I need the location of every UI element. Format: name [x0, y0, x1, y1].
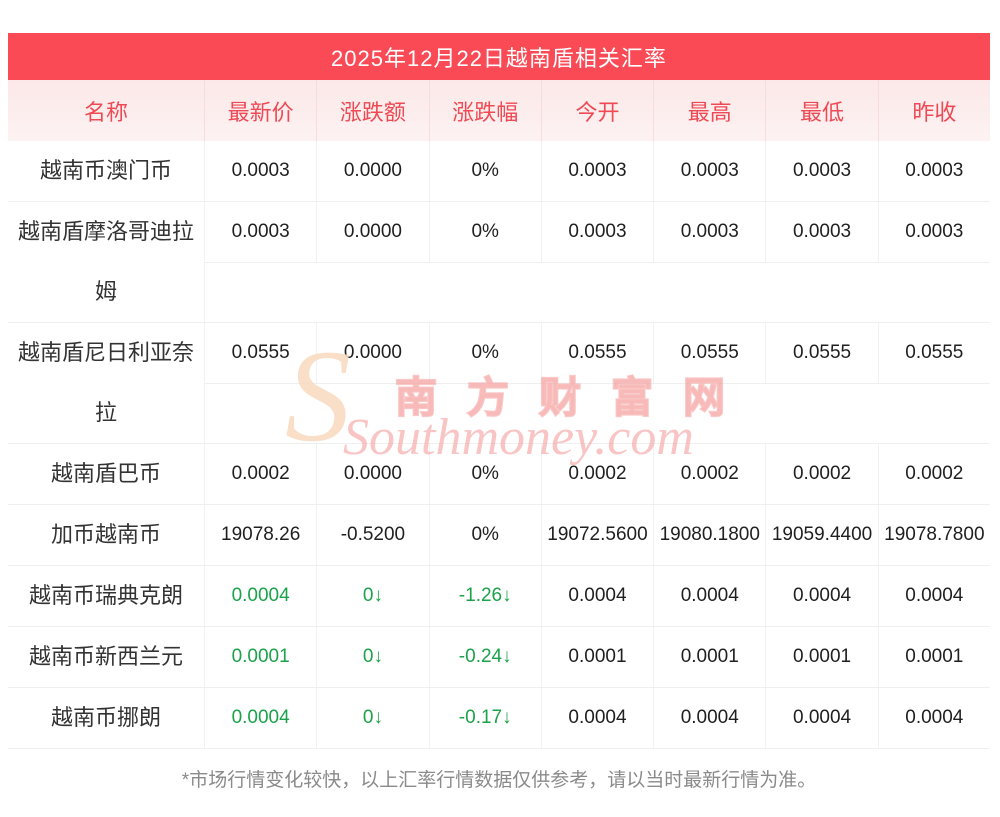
column-header: 最新价 — [205, 80, 318, 141]
value-cell: 0.0003 — [654, 202, 767, 262]
value-cell: -0.24↓ — [430, 627, 542, 687]
currency-pair-name: 越南盾尼日利亚奈拉 — [8, 323, 205, 443]
value-cell: 0% — [430, 202, 542, 262]
value-cell: 0.0003 — [905, 160, 964, 181]
table-header-row: 名称 最新价 涨跌额 涨跌幅 今开 最高 最低 昨收 — [8, 80, 990, 141]
title-bar: 2025年12月22日越南盾相关汇率 — [8, 33, 990, 80]
table-row: 加币越南币 19078.26 -0.5200 0% 19072.5600 19080.18… — [8, 505, 990, 566]
currency-pair-name: 越南盾巴币 — [8, 444, 205, 504]
table-row: 越南币新西兰元 0.0001 0↓ -0.24↓ 0.0001 0.0001 0.0001 0… — [8, 627, 990, 688]
column-header: 最低 — [766, 80, 879, 141]
value-cell: 0% — [430, 444, 542, 504]
value-cell: 0.0004 — [205, 688, 318, 748]
row-values: 19078.26 -0.5200 0% 19072.5600 19080.1800 190… — [205, 505, 990, 565]
value-cell: 19078.7800 — [884, 524, 985, 545]
value-cell: 0% — [430, 323, 542, 383]
column-header: 今开 — [542, 80, 655, 141]
currency-pair-name: 越南币瑞典克朗 — [8, 566, 205, 626]
value-cell: 19078.26 — [205, 505, 318, 565]
row-values: 0.0003 0.0000 0% 0.0003 0.0003 0.0003 0.0003 — [205, 141, 990, 201]
column-header: 名称 — [8, 80, 205, 141]
table-row: 越南币瑞典克朗 0.0004 0↓ -1.26↓ 0.0004 0.0004 0.0004 0… — [8, 566, 990, 627]
value-cell: -0.5200 — [317, 505, 430, 565]
value-cell: 0% — [430, 505, 542, 565]
value-cell: 0.0003 — [766, 141, 879, 201]
table-row: 越南盾尼日利亚奈拉 0.0555 0.0000 0% 0.0555 0.0555 0.055… — [8, 323, 990, 444]
value-cell: 0.0002 — [205, 444, 318, 504]
currency-pair-name: 越南币新西兰元 — [8, 627, 205, 687]
value-cell: 0.0003 — [542, 141, 655, 201]
row-values: 0.0003 0.0000 0% 0.0003 0.0003 0.0003 0.0003 — [205, 202, 990, 263]
value-cell: 0.0004 — [766, 566, 879, 626]
table-row: 越南币澳门币 0.0003 0.0000 0% 0.0003 0.0003 0.0003 0.… — [8, 141, 990, 202]
value-cell: 0.0001 — [654, 627, 767, 687]
value-cell: 0.0004 — [905, 707, 964, 728]
row-spacer — [205, 263, 990, 322]
value-cell: 0.0004 — [766, 688, 879, 748]
value-cell: 0.0001 — [766, 627, 879, 687]
currency-pair-name: 加币越南币 — [8, 505, 205, 565]
value-cell: 0.0004 — [654, 688, 767, 748]
row-values: 0.0004 0↓ -1.26↓ 0.0004 0.0004 0.0004 0.0004 — [205, 566, 990, 626]
currency-pair-name: 越南币挪朗 — [8, 688, 205, 748]
value-cell: 0.0001 — [542, 627, 655, 687]
value-cell: 0.0000 — [317, 323, 430, 383]
value-cell: 0.0555 — [905, 342, 964, 363]
value-cell: 0.0002 — [542, 444, 655, 504]
column-header: 涨跌幅 — [430, 80, 542, 141]
value-cell: 19080.1800 — [654, 505, 767, 565]
disclaimer-text: *市场行情变化较快，以上汇率行情数据仅供参考，请以当时最新行情为准。 — [181, 770, 817, 791]
column-header: 涨跌额 — [317, 80, 430, 141]
value-cell: 0.0555 — [654, 323, 767, 383]
page-title: 2025年12月22日越南盾相关汇率 — [331, 45, 667, 71]
page: 2025年12月22日越南盾相关汇率 名称 最新价 涨跌额 涨跌幅 今开 最高 最低 昨收 越… — [8, 33, 990, 791]
value-cell: 0.0003 — [766, 202, 879, 262]
value-cell: 0.0004 — [542, 566, 655, 626]
value-cell: 0.0002 — [654, 444, 767, 504]
table-row: 越南盾摩洛哥迪拉姆 0.0003 0.0000 0% 0.0003 0.0003 0.000… — [8, 202, 990, 323]
value-cell: 0% — [430, 141, 542, 201]
currency-pair-name: 越南币澳门币 — [8, 141, 205, 201]
currency-pair-name: 越南盾摩洛哥迪拉姆 — [8, 202, 205, 322]
value-cell: 0.0004 — [905, 585, 964, 606]
value-cell: 0.0004 — [542, 688, 655, 748]
value-cell: 0.0000 — [317, 444, 430, 504]
value-cell: 0↓ — [317, 566, 430, 626]
value-cell: 0.0004 — [205, 566, 318, 626]
row-values: 0.0004 0↓ -0.17↓ 0.0004 0.0004 0.0004 0.0004 — [205, 688, 990, 748]
value-cell: 0.0555 — [766, 323, 879, 383]
table-row: 越南盾巴币 0.0002 0.0000 0% 0.0002 0.0002 0.0002 0.0… — [8, 444, 990, 505]
value-cell: 0.0002 — [766, 444, 879, 504]
row-spacer — [205, 384, 990, 443]
value-cell: 0.0004 — [654, 566, 767, 626]
exchange-rates-table: 名称 最新价 涨跌额 涨跌幅 今开 最高 最低 昨收 越南币澳门币 0.0003 0.0000 0%… — [8, 80, 990, 749]
value-cell: 19059.4400 — [766, 505, 879, 565]
value-cell: 19072.5600 — [542, 505, 655, 565]
row-values: 0.0555 0.0000 0% 0.0555 0.0555 0.0555 0.0555 — [205, 323, 990, 384]
row-values-wrap: 0.0003 0.0000 0% 0.0003 0.0003 0.0003 0.0003 — [205, 202, 990, 322]
value-cell: 0.0000 — [317, 141, 430, 201]
value-cell: 0.0001 — [205, 627, 318, 687]
value-cell: 0.0002 — [905, 463, 964, 484]
value-cell: 0.0003 — [205, 141, 318, 201]
value-cell: 0.0003 — [205, 202, 318, 262]
value-cell: 0.0555 — [542, 323, 655, 383]
table-row: 越南币挪朗 0.0004 0↓ -0.17↓ 0.0004 0.0004 0.0004 0.0… — [8, 688, 990, 749]
value-cell: 0.0003 — [542, 202, 655, 262]
value-cell: 0.0003 — [654, 141, 767, 201]
row-values: 0.0002 0.0000 0% 0.0002 0.0002 0.0002 0.0002 — [205, 444, 990, 504]
table-body: 越南币澳门币 0.0003 0.0000 0% 0.0003 0.0003 0.0003 0.… — [8, 141, 990, 749]
value-cell: -0.17↓ — [430, 688, 542, 748]
value-cell: 0.0555 — [205, 323, 318, 383]
value-cell: 0.0001 — [905, 646, 964, 667]
value-cell: 0↓ — [317, 688, 430, 748]
value-cell: 0.0000 — [317, 202, 430, 262]
row-values: 0.0001 0↓ -0.24↓ 0.0001 0.0001 0.0001 0.0001 — [205, 627, 990, 687]
value-cell: 0↓ — [317, 627, 430, 687]
value-cell: -1.26↓ — [430, 566, 542, 626]
column-header: 昨收 — [912, 99, 957, 125]
value-cell: 0.0003 — [905, 221, 964, 242]
column-header: 最高 — [654, 80, 767, 141]
row-values-wrap: 0.0555 0.0000 0% 0.0555 0.0555 0.0555 0.0555 — [205, 323, 990, 443]
